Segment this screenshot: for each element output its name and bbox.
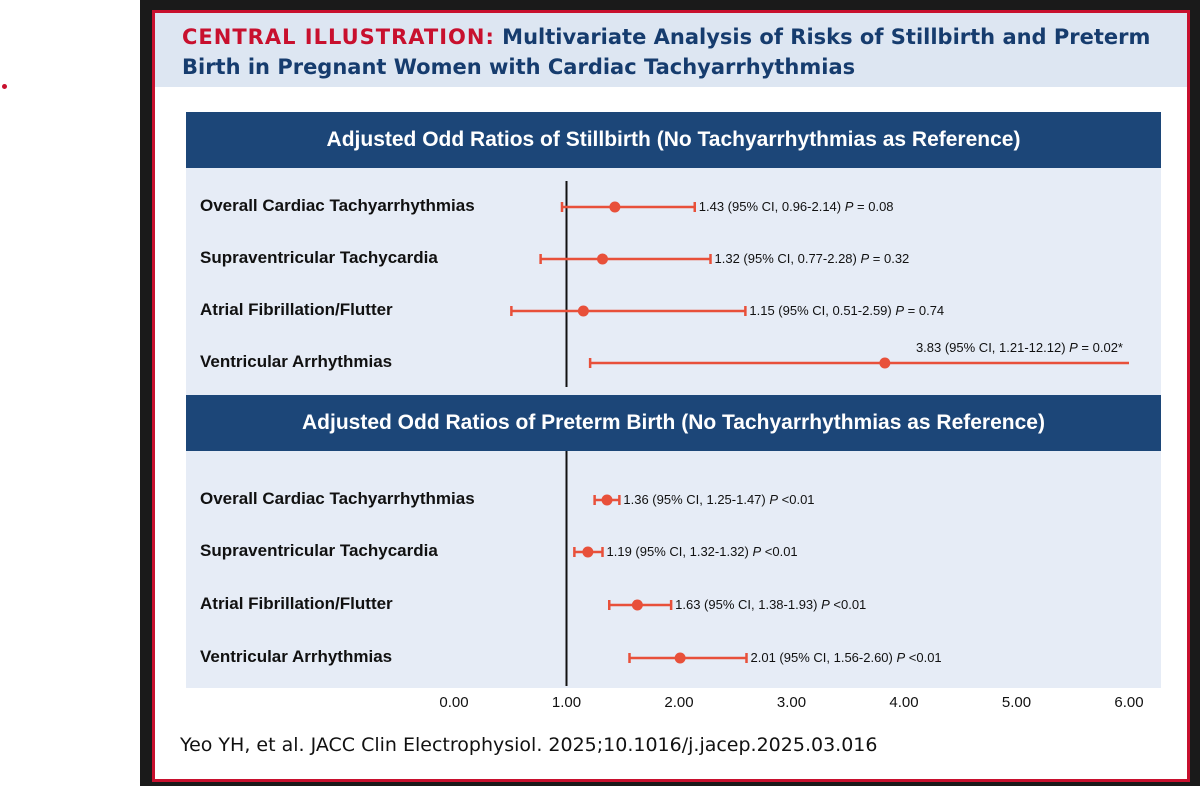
point-estimate <box>631 599 643 611</box>
x-tick-label: 6.00 <box>1114 694 1144 711</box>
point-estimate <box>582 546 594 558</box>
row-label: Atrial Fibrillation/Flutter <box>200 594 393 613</box>
point-estimate <box>601 494 613 506</box>
point-estimate <box>577 305 589 317</box>
citation: Yeo YH, et al. JACC Clin Electrophysiol.… <box>180 734 878 756</box>
row-label: Ventricular Arrhythmias <box>200 352 393 371</box>
ci-label: 1.63 (95% CI, 1.38-1.93) P <0.01 <box>675 597 867 612</box>
title-lead: CENTRAL ILLUSTRATION: <box>182 25 495 49</box>
row-label: Atrial Fibrillation/Flutter <box>200 300 393 319</box>
ci-label: 1.32 (95% CI, 0.77-2.28) P = 0.32 <box>714 251 910 266</box>
ci-label: 1.36 (95% CI, 1.25-1.47) P <0.01 <box>623 492 815 507</box>
preterm-section-header: Adjusted Odd Ratios of Preterm Birth (No… <box>186 395 1161 451</box>
ci-label: 1.15 (95% CI, 0.51-2.59) P = 0.74 <box>749 303 945 318</box>
title-band <box>155 13 1187 87</box>
ci-label: 1.19 (95% CI, 1.32-1.32) P <0.01 <box>606 544 798 559</box>
ci-label: 3.83 (95% CI, 1.21-12.12) P = 0.02* <box>915 340 1123 355</box>
x-tick-label: 2.00 <box>664 694 694 711</box>
x-tick-label: 3.00 <box>776 694 807 711</box>
point-estimate <box>879 357 891 369</box>
page-title: CENTRAL ILLUSTRATION: Multivariate Analy… <box>182 22 1172 82</box>
stillbirth-section-header: Adjusted Odd Ratios of Stillbirth (No Ta… <box>186 112 1161 168</box>
point-estimate <box>597 253 608 265</box>
x-tick-label: 4.00 <box>889 694 919 711</box>
decorative-dot <box>2 84 7 89</box>
ci-label: 2.01 (95% CI, 1.56-2.60) P <0.01 <box>750 650 942 665</box>
row-label: Ventricular Arrhythmias <box>200 647 393 666</box>
x-tick-label: 5.00 <box>1001 694 1032 711</box>
point-estimate <box>609 201 621 213</box>
row-label: Overall Cardiac Tachyarrhythmias <box>200 489 475 508</box>
ci-label: 1.43 (95% CI, 0.96-2.14) P = 0.08 <box>698 199 894 214</box>
title-text: Multivariate Analysis of Risks of Stillb… <box>182 25 1151 79</box>
row-label: Overall Cardiac Tachyarrhythmias <box>200 196 475 215</box>
x-tick-label: 1.00 <box>551 694 582 711</box>
row-label: Supraventricular Tachycardia <box>200 541 438 560</box>
point-estimate <box>674 652 686 664</box>
row-label: Supraventricular Tachycardia <box>200 248 438 267</box>
x-tick-label: 0.00 <box>439 694 469 711</box>
